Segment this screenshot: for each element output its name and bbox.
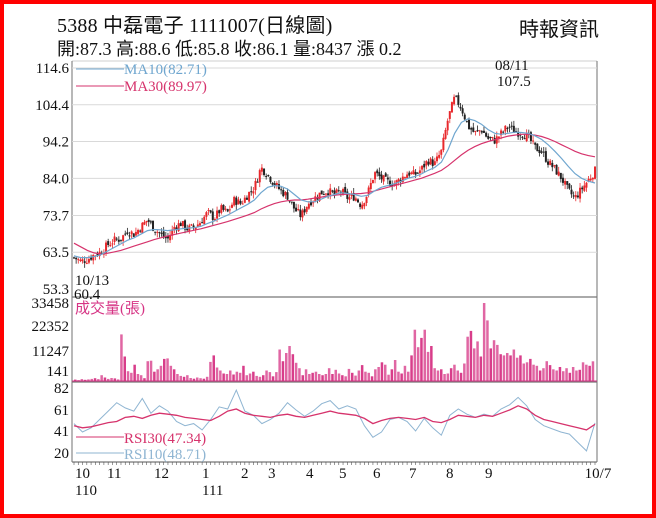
price-y-tick: 53.3 (43, 282, 69, 298)
price-y-tick: 84.0 (43, 171, 69, 187)
price-y-axis: 114.6 104.4 94.2 84.0 73.7 63.5 53.3 (35, 61, 69, 298)
price-y-tick: 73.7 (43, 208, 70, 224)
low-date-annotation: 10/13 (75, 273, 109, 289)
x-tick-label: 9 (485, 466, 493, 482)
volume-y-tick: 22352 (32, 319, 70, 335)
volume-bars (72, 303, 597, 382)
x-tick-label: 3 (268, 466, 276, 482)
brand-label: 時報資訊 (519, 19, 599, 41)
volume-title: 成交量(張) (75, 299, 145, 317)
rsi-y-tick: 41 (54, 424, 69, 440)
x-tick-label: 8 (446, 466, 454, 482)
x-tick-label: 12 (154, 466, 169, 482)
x-tick-label: 6 (373, 466, 381, 482)
price-y-tick: 94.2 (43, 135, 69, 151)
candlesticks (73, 92, 596, 268)
x-tick-label: 10/7 (585, 466, 612, 482)
rsi-y-tick: 61 (54, 403, 69, 419)
volume-y-tick: 33458 (32, 296, 70, 312)
x-tick-label: 11 (107, 466, 121, 482)
volume-y-axis: 33458 22352 11247 141 (32, 296, 70, 380)
rsi30-line (73, 405, 596, 431)
volume-y-tick: 141 (47, 364, 70, 380)
ma30-line (73, 133, 596, 255)
high-value-annotation: 107.5 (497, 74, 531, 90)
price-gridlines (72, 67, 597, 253)
ma10-legend-label: MA10(82.71) (124, 62, 207, 78)
rsi-y-tick: 82 (54, 381, 69, 397)
x-tick-label: 4 (306, 466, 314, 482)
rsi10-line (73, 388, 596, 452)
ma10-line (73, 118, 596, 259)
x-tick-label: 5 (339, 466, 347, 482)
x-tick-year: 111 (202, 483, 223, 499)
rsi-y-axis: 82 61 41 20 (54, 381, 69, 462)
x-tick-label: 7 (409, 466, 417, 482)
volume-y-tick: 11247 (32, 344, 69, 360)
price-y-tick: 114.6 (36, 61, 70, 77)
price-y-tick: 63.5 (43, 245, 69, 261)
low-value-annotation: 60.4 (74, 287, 101, 303)
price-y-tick: 104.4 (35, 98, 69, 114)
x-tick-year: 110 (75, 483, 97, 499)
ohlc-summary: 開:87.3 高:88.6 低:85.8 收:86.1 量:8437 漲 0.2 (57, 39, 402, 59)
panel-frames (71, 60, 598, 463)
rsi30-legend-label: RSI30(47.34) (124, 431, 206, 447)
high-date-annotation: 08/11 (495, 58, 529, 74)
x-tick-label: 1 (202, 466, 210, 482)
x-tick-label: 2 (241, 466, 249, 482)
rsi10-legend-label: RSI10(48.71) (124, 447, 206, 463)
ma30-legend-label: MA30(89.97) (124, 79, 207, 95)
chart-title: 5388 中磊電子 1111007(日線圖) (57, 15, 333, 37)
price-legend: MA10(82.71) MA30(89.97) (76, 62, 207, 95)
rsi-y-tick: 20 (54, 446, 69, 462)
rsi-legend: RSI30(47.34) RSI10(48.71) (76, 431, 206, 463)
x-tick-label: 10 (75, 466, 90, 482)
x-axis-minor-ticks (73, 462, 596, 465)
